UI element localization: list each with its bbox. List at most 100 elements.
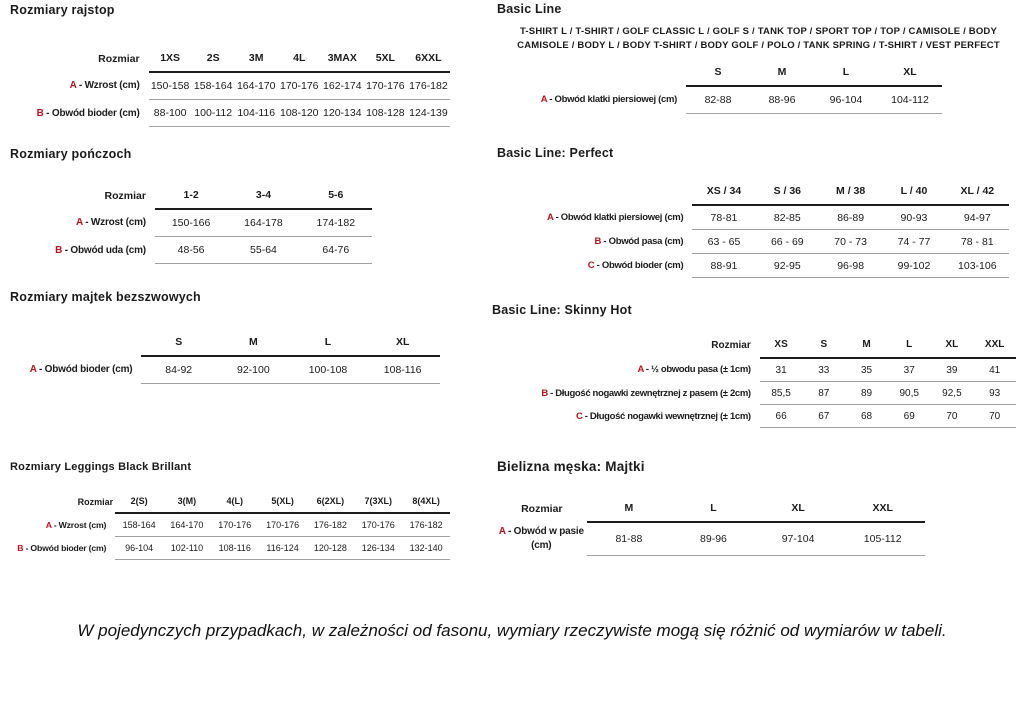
size-value: 100-108 [290, 356, 366, 384]
column-header: 6XXL [406, 47, 450, 73]
size-table: Rozmiar 1XS 2S 3M 4L 3MAX 5XL 6XXL A - Wzrost (c… [10, 47, 450, 127]
size-table: S M L XL A - Obwód bioder (cm) 84-92 92-100 100… [10, 331, 440, 384]
size-value: 116-124 [258, 536, 307, 560]
corner-label [497, 180, 692, 205]
column-header: XL [930, 334, 974, 359]
column-header: 5(XL) [258, 492, 307, 514]
size-value: 78-81 [692, 205, 756, 230]
column-header: 1XS [148, 47, 192, 73]
row-letter: C [576, 410, 583, 422]
size-value: 108-116 [365, 356, 440, 384]
row-label: A - ½ obwodu pasa (± 1cm) [637, 364, 751, 376]
column-header: M [845, 334, 888, 359]
row-label: B - Długość nogawki zewnętrznej z pasem … [541, 387, 751, 399]
size-value: 105-112 [840, 522, 925, 556]
section-basic-line-perfect: Basic Line: Perfect XS / 34 S / 36 M / 38 L… [497, 146, 1009, 278]
corner-label: Rozmiar [521, 502, 563, 515]
row-letter: A [45, 519, 52, 530]
table-row: A - Obwód bioder (cm) 84-92 92-100 100-108 1… [10, 356, 440, 384]
section-basic-line-skinny-hot: Basic Line: Skinny Hot Rozmiar XS S M L XL XXL… [492, 303, 1016, 428]
size-value: 35 [845, 358, 888, 382]
size-table: XS / 34 S / 36 M / 38 L / 40 XL / 42 A - Obwó… [497, 180, 1009, 278]
size-value: 104-116 [234, 99, 278, 127]
size-value: 164-170 [163, 513, 211, 537]
size-value: 33 [802, 358, 846, 382]
corner-label: Rozmiar [711, 339, 751, 351]
column-header: M / 38 [818, 180, 883, 206]
row-letter: A [29, 364, 37, 376]
size-value: 92,5 [930, 381, 974, 405]
column-header: 2(S) [115, 492, 164, 514]
size-value: 68 [845, 404, 888, 428]
row-label: A - Obwód bioder (cm) [29, 364, 133, 376]
section-rozmiary-leggings: Rozmiary Leggings Black Brillant Rozmiar… [10, 461, 450, 560]
table-row: B - Długość nogawki zewnętrznej z pasem … [492, 381, 1016, 405]
size-value: 88-100 [148, 99, 192, 127]
size-value: 82-85 [755, 205, 819, 230]
row-label: A - Obwód klatki piersiowej (cm) [540, 93, 678, 105]
row-letter: B [55, 244, 63, 256]
column-header: S [802, 334, 846, 359]
column-header: 4L [277, 47, 321, 73]
column-header: 3(M) [163, 492, 211, 514]
column-header: S [141, 331, 217, 357]
column-header: 5-6 [299, 184, 372, 210]
section-title: Rozmiary rajstop [10, 3, 115, 17]
column-header: L [671, 497, 756, 523]
size-value: 31 [759, 358, 803, 382]
section-title: Basic Line: Skinny Hot [492, 303, 632, 317]
size-value: 67 [802, 404, 846, 428]
row-letter: B [541, 387, 548, 399]
size-value: 96-104 [814, 85, 878, 114]
size-value: 86-89 [818, 205, 883, 230]
column-header: 3MAX [320, 47, 364, 73]
column-header: M [216, 331, 291, 357]
size-value: 85,5 [759, 381, 803, 405]
size-table: Rozmiar M L XL XXL A - Obwód w pasie (cm) 81-8… [497, 497, 925, 556]
column-header: XL [878, 60, 942, 87]
row-letter: C [587, 260, 595, 271]
size-value: 150-166 [154, 209, 228, 237]
size-value: 90,5 [887, 381, 931, 405]
size-value: 92-100 [216, 356, 291, 384]
column-header: XL / 42 [945, 180, 1009, 206]
row-letter: A [547, 211, 554, 223]
size-table-rajstopy: Rozmiar 1XS 2S 3M 4L 3MAX 5XL 6XXL A - Wzrost (c… [10, 47, 450, 127]
size-value: 170-176 [258, 513, 307, 537]
size-table-majtki-meskie: Rozmiar M L XL XXL A - Obwód w pasie (cm) 81-8… [497, 497, 925, 556]
size-value: 81-88 [586, 522, 672, 556]
column-header: L / 40 [882, 180, 946, 206]
section-rozmiary-ponczoch: Rozmiary pończoch Rozmiar 1-2 3-4 5-6 A - Wz… [10, 147, 372, 264]
size-value: 100-112 [191, 99, 235, 127]
table-row: C - Długość nogawki wewnętrznej (± 1cm) 6… [492, 404, 1016, 428]
size-value: 120-128 [306, 536, 355, 560]
section-title: Rozmiary pończoch [10, 147, 132, 161]
row-label: A - Obwód klatki piersiowej (cm) [547, 211, 684, 223]
row-label: B - Obwód bioder (cm) [36, 107, 140, 119]
size-value: 92-95 [755, 253, 819, 278]
row-letter: B [36, 107, 44, 119]
size-table-leggings: Rozmiar 2(S) 3(M) 4(L) 5(XL) 6(2XL) 7(3XL) 8(4X… [10, 492, 450, 560]
table-row: A - ½ obwodu pasa (± 1cm) 31 33 35 37 39 41 [492, 358, 1016, 382]
size-value: 162-174 [320, 72, 364, 100]
row-letter: A [637, 364, 644, 376]
row-label: A - Obwód w pasie (cm) [498, 526, 584, 551]
size-value: 164-178 [227, 209, 300, 237]
row-letter: A [540, 93, 548, 105]
row-letter: B [594, 236, 602, 247]
size-value: 70 - 73 [818, 229, 883, 254]
size-value: 64-76 [299, 236, 372, 264]
column-header: 8(4XL) [402, 492, 450, 514]
row-label: B - Obwód bioder (cm) [17, 543, 107, 553]
size-value: 158-164 [191, 72, 235, 100]
size-value: 102-110 [163, 536, 211, 560]
size-value: 37 [887, 358, 931, 382]
size-value: 108-128 [363, 99, 407, 127]
column-header: XS [759, 334, 803, 359]
size-value: 174-182 [299, 209, 372, 237]
disclaimer-text: W pojedynczych przypadkach, w zależności… [77, 621, 947, 640]
size-value: 90-93 [882, 205, 946, 230]
column-header: XL [365, 331, 440, 357]
size-value: 88-91 [692, 253, 756, 278]
column-header: 6(2XL) [306, 492, 355, 514]
